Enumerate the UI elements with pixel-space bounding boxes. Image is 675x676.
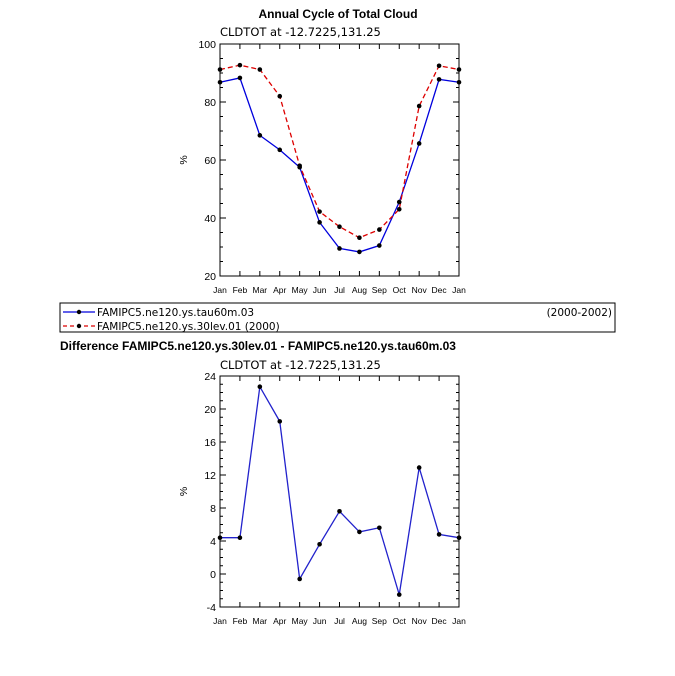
- chart1-ytick-label: 40: [204, 213, 216, 225]
- chart1-series-2-point: [317, 209, 322, 214]
- chart1-xtick-label: Oct: [393, 285, 407, 295]
- chart1-series-1-point: [416, 141, 422, 146]
- chart1-series-1-point: [257, 133, 263, 138]
- chart1-series-1-point: [396, 199, 402, 205]
- chart2-series-1-point: [277, 419, 283, 424]
- chart2-plot: Jan Feb Mar Apr May Jun Jul Aug Sep Oct Nov Dec Jan -…: [178, 371, 466, 626]
- chart2-xtick-label: Aug: [352, 616, 367, 626]
- chart2-xtick-label: Jul: [334, 616, 345, 626]
- legend-frame: [59, 302, 616, 333]
- chart2-ytick-label: 0: [210, 569, 216, 581]
- chart1-xtick-label: Nov: [412, 285, 428, 295]
- chart1-series-2-point: [337, 224, 342, 229]
- chart2-xtick-label: Sep: [372, 616, 387, 626]
- chart1-series-2-point: [357, 235, 362, 241]
- chart1-ytick-label: 100: [198, 39, 216, 51]
- chart2-series-1-point: [377, 525, 382, 531]
- chart1-series-2-point: [277, 93, 283, 99]
- chart2-series-1-point: [257, 384, 263, 390]
- legend-label-1: FAMIPC5.ne120.ys.tau60m.03: [97, 307, 254, 319]
- chart1-series-2-point: [436, 63, 442, 69]
- chart1-xtick-label: May: [292, 285, 309, 295]
- chart1-ylabel: %: [178, 155, 190, 164]
- chart2-series-line-1: [220, 384, 460, 595]
- chart2-series-1-point: [337, 509, 342, 514]
- chart2-ytick-label: 12: [204, 470, 216, 482]
- chart1-series-2-point: [237, 62, 243, 68]
- chart2-series-1-point: [297, 576, 302, 582]
- legend-marker-1: [76, 309, 82, 315]
- chart2-subtitle: CLDTOT at -12.7225,131.25: [220, 358, 381, 372]
- chart2-series-1-point: [456, 535, 462, 540]
- chart1-xtick-label: Jul: [334, 285, 345, 295]
- chart1-series-2-point: [257, 67, 263, 72]
- chart2-ytick-label: -4: [207, 602, 216, 614]
- chart1-title: Annual Cycle of Total Cloud: [258, 7, 417, 21]
- chart1-xtick-label: Dec: [432, 285, 448, 295]
- chart2-series-1-point: [396, 592, 402, 597]
- chart1-series-1-point: [217, 79, 223, 85]
- chart2-xtick-label: Jun: [313, 616, 327, 626]
- chart1-xtick-label: Apr: [273, 285, 286, 295]
- chart2-ytick-label: 16: [204, 437, 216, 449]
- chart2-ytick-label: 4: [210, 536, 216, 548]
- chart1-series-1-point: [357, 249, 362, 255]
- legend-label-2: FAMIPC5.ne120.ys.30lev.01 (2000): [97, 321, 280, 333]
- chart1-xtick-label: Feb: [233, 285, 248, 295]
- chart1-ytick-label: 80: [204, 97, 216, 109]
- chart2-ylabel: %: [178, 487, 190, 496]
- chart2-frame: [219, 375, 460, 608]
- chart2-ytick-label: 8: [210, 503, 216, 515]
- chart2-xtick-label: Dec: [432, 616, 448, 626]
- chart2-title: Difference FAMIPC5.ne120.ys.30lev.01 - F…: [60, 339, 456, 353]
- chart1-ytick-label: 20: [204, 271, 216, 283]
- chart1-ytick-label: 60: [204, 155, 216, 167]
- chart2-series-1-point: [416, 465, 422, 470]
- chart1-series-1-point: [377, 243, 382, 248]
- chart2-xtick-label: Mar: [253, 616, 268, 626]
- chart2-ytick-label: 20: [204, 404, 216, 416]
- chart1-series-1-point: [456, 79, 462, 85]
- chart2-xtick-label: Apr: [273, 616, 286, 626]
- chart2-ytick-label: 24: [204, 371, 216, 383]
- chart1-xtick-label: Jan: [452, 285, 466, 295]
- chart1-series-2-point: [456, 67, 462, 72]
- legend-years-1: (2000-2002): [547, 307, 612, 319]
- chart1-series-2-point: [217, 67, 223, 72]
- chart2-xtick-label: Jan: [452, 616, 466, 626]
- chart1-xtick-label: Sep: [372, 285, 387, 295]
- legend-marker-2: [76, 323, 82, 329]
- chart1-series-1-point: [337, 246, 342, 251]
- chart1-plot: Jan Feb Mar Apr May Jun Jul Aug Sep Oct Nov Dec Jan 2…: [178, 39, 466, 295]
- chart1-series-2-point: [377, 227, 382, 232]
- chart1-frame: [219, 43, 460, 277]
- chart2-xtick-label: May: [292, 616, 309, 626]
- chart1-xtick-label: Aug: [352, 285, 367, 295]
- chart1-series-1-point: [277, 147, 283, 153]
- chart1-series-1-point: [237, 75, 243, 81]
- chart2-series-1-point: [436, 532, 442, 537]
- chart2-series-1-point: [357, 529, 362, 535]
- chart2-xtick-label: Nov: [412, 616, 428, 626]
- chart1-series-2-point: [416, 103, 422, 109]
- chart1-series-2-point: [396, 207, 402, 212]
- chart2-xtick-label: Jan: [213, 616, 227, 626]
- chart2-xtick-label: Oct: [393, 616, 407, 626]
- chart1-series-line-2: [219, 64, 460, 239]
- chart2-series-1-point: [217, 535, 223, 540]
- chart1-xtick-label: Jun: [313, 285, 327, 295]
- legend: FAMIPC5.ne120.ys.tau60m.03 (2000-2002) F…: [59, 302, 616, 333]
- chart1-series-2-point: [297, 163, 302, 169]
- chart1-subtitle: CLDTOT at -12.7225,131.25: [220, 25, 381, 39]
- chart2-series-1-point: [317, 542, 322, 547]
- chart1-series-1-point: [317, 220, 322, 225]
- chart2-series-1-point: [237, 535, 243, 540]
- chart1-xtick-label: Mar: [253, 285, 268, 295]
- chart2-xtick-label: Feb: [233, 616, 248, 626]
- chart1-xtick-label: Jan: [213, 285, 227, 295]
- chart1-series-1-point: [436, 77, 442, 82]
